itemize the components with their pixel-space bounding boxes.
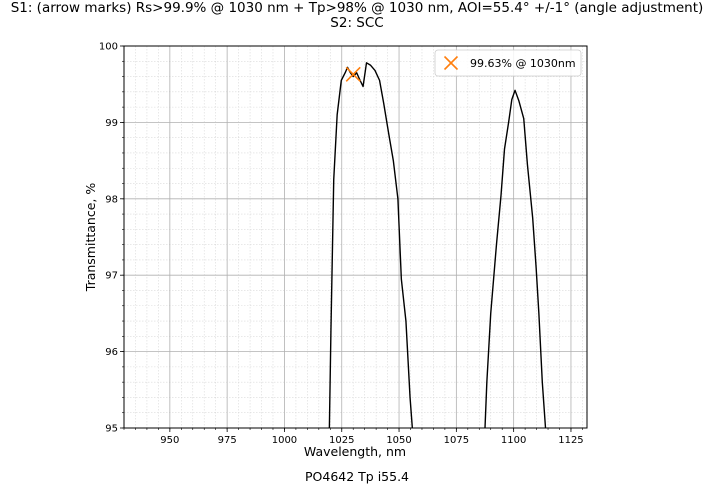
series-line-2 [484,89,547,429]
legend: 99.63% @ 1030nm [434,49,582,77]
grid-layer [123,45,587,429]
legend-label: 99.63% @ 1030nm [470,57,576,70]
x-tick-label: 1050 [386,435,411,446]
marker-layer [345,66,361,82]
x-tick-label: 1075 [444,435,469,446]
series-line-1 [328,62,414,429]
x-axis-label: Wavelength, nm [303,444,407,459]
x-tick-label: 1125 [558,435,583,446]
tick-layer: 950 975 1000 1025 1050 1075 1100 1125 95 96 97 98 99… [99,42,584,447]
legend-box [434,49,582,77]
chart-title: S1: (arrow marks) Rs>99.9% @ 1030 nm + T… [10,0,704,16]
figure-caption: PO4642 Tp i55.4 [304,469,409,484]
y-tick-label: 100 [99,42,118,53]
legend-marker [443,55,459,71]
x-tick-label: 1025 [329,435,354,446]
y-tick-label: 98 [105,194,118,205]
y-tick-label: 95 [105,424,118,435]
x-tick-label: 975 [218,435,237,446]
x-tick-label: 1000 [272,435,297,446]
y-tick-label: 96 [105,347,118,358]
marker-stroke [345,66,361,82]
plot-frame [123,45,588,429]
data-marker-x [345,66,361,82]
y-tick-label: 99 [105,118,118,129]
x-tick-label: 1100 [501,435,526,446]
x-tick-label: 950 [160,435,179,446]
chart-subtitle: S2: SCC [330,15,384,31]
series-layer [328,62,547,429]
y-tick-label: 97 [105,271,118,282]
y-axis-label: Transmittance, % [83,182,98,292]
